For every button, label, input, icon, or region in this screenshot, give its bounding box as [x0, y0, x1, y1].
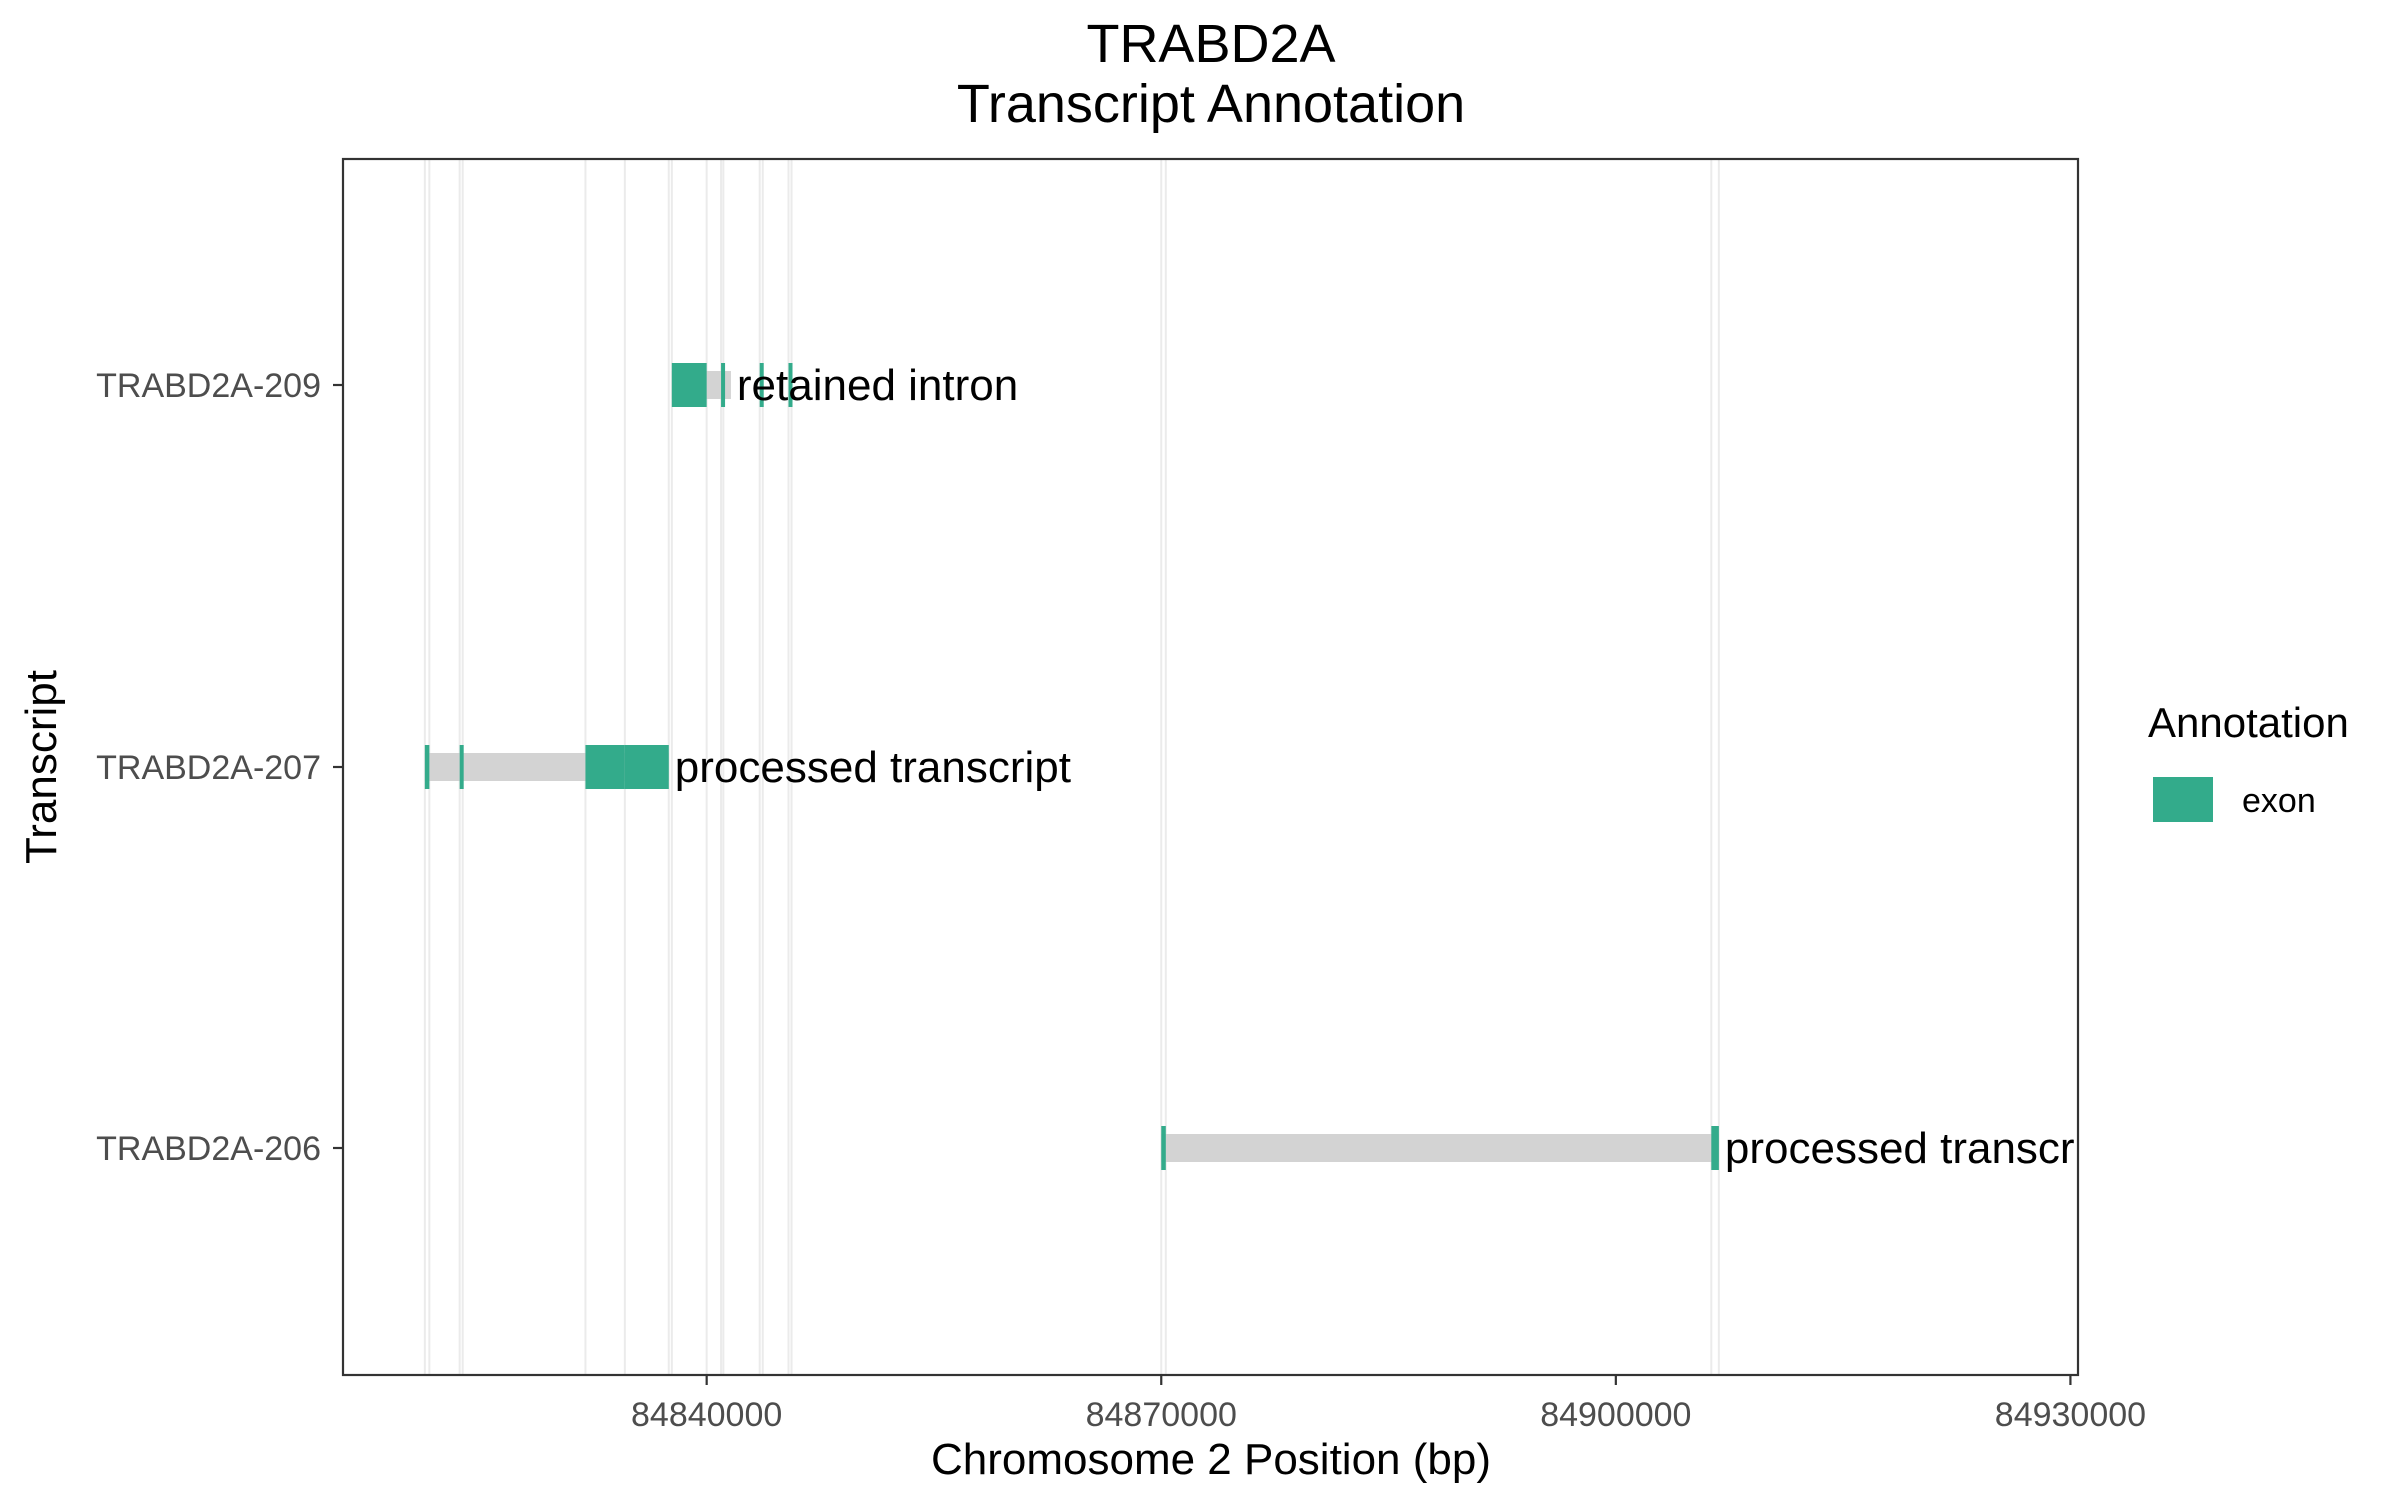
- x-tick-label-2: 84900000: [1540, 1396, 1691, 1434]
- y-tick-label-trabd2a-207: TRABD2A-207: [96, 749, 321, 787]
- legend-title: Annotation: [2148, 699, 2349, 746]
- exon-trabd2a-207-1: [424, 745, 430, 789]
- intron-span-trabd2a-206: [1161, 1134, 1719, 1162]
- exon-trabd2a-206-1: [1161, 1126, 1166, 1170]
- bar-labels: retained intron processed transcript proce…: [675, 361, 2121, 1173]
- exon-trabd2a-209-4: [788, 363, 793, 407]
- exon-trabd2a-209-3: [759, 363, 764, 407]
- x-tick-label-3: 84930000: [1995, 1396, 2146, 1434]
- legend-label-exon: exon: [2242, 782, 2316, 820]
- y-axis: TRABD2A-209 TRABD2A-207 TRABD2A-206: [96, 367, 343, 1168]
- exon-trabd2a-209-1: [671, 363, 707, 407]
- exon-trabd2a-206-2: [1711, 1126, 1719, 1170]
- x-tick-label-0: 84840000: [631, 1396, 782, 1434]
- legend-swatch-exon: [2153, 777, 2213, 822]
- x-tick-label-1: 84870000: [1086, 1396, 1237, 1434]
- y-tick-label-trabd2a-206: TRABD2A-206: [96, 1130, 321, 1168]
- biotype-label-trabd2a-206: processed transcript: [1725, 1124, 2121, 1173]
- x-axis-title: Chromosome 2 Position (bp): [931, 1435, 1491, 1484]
- x-axis: 84840000 84870000 84900000 84930000: [631, 1375, 2146, 1434]
- exon-trabd2a-207-2: [459, 745, 464, 789]
- y-tick-label-trabd2a-209: TRABD2A-209: [96, 367, 321, 405]
- exon-trabd2a-209-2: [721, 363, 726, 407]
- exon-trabd2a-207-3: [585, 745, 625, 789]
- y-axis-title: Transcript: [17, 670, 66, 864]
- chart-title-line2: Transcript Annotation: [957, 74, 1465, 134]
- chart-title-line1: TRABD2A: [1086, 14, 1335, 74]
- plot-marks: [424, 363, 1719, 1170]
- exon-trabd2a-207-4: [624, 745, 669, 789]
- biotype-label-trabd2a-209: retained intron: [737, 361, 1018, 410]
- biotype-label-trabd2a-207: processed transcript: [675, 743, 1071, 792]
- legend: Annotation exon: [2148, 699, 2349, 822]
